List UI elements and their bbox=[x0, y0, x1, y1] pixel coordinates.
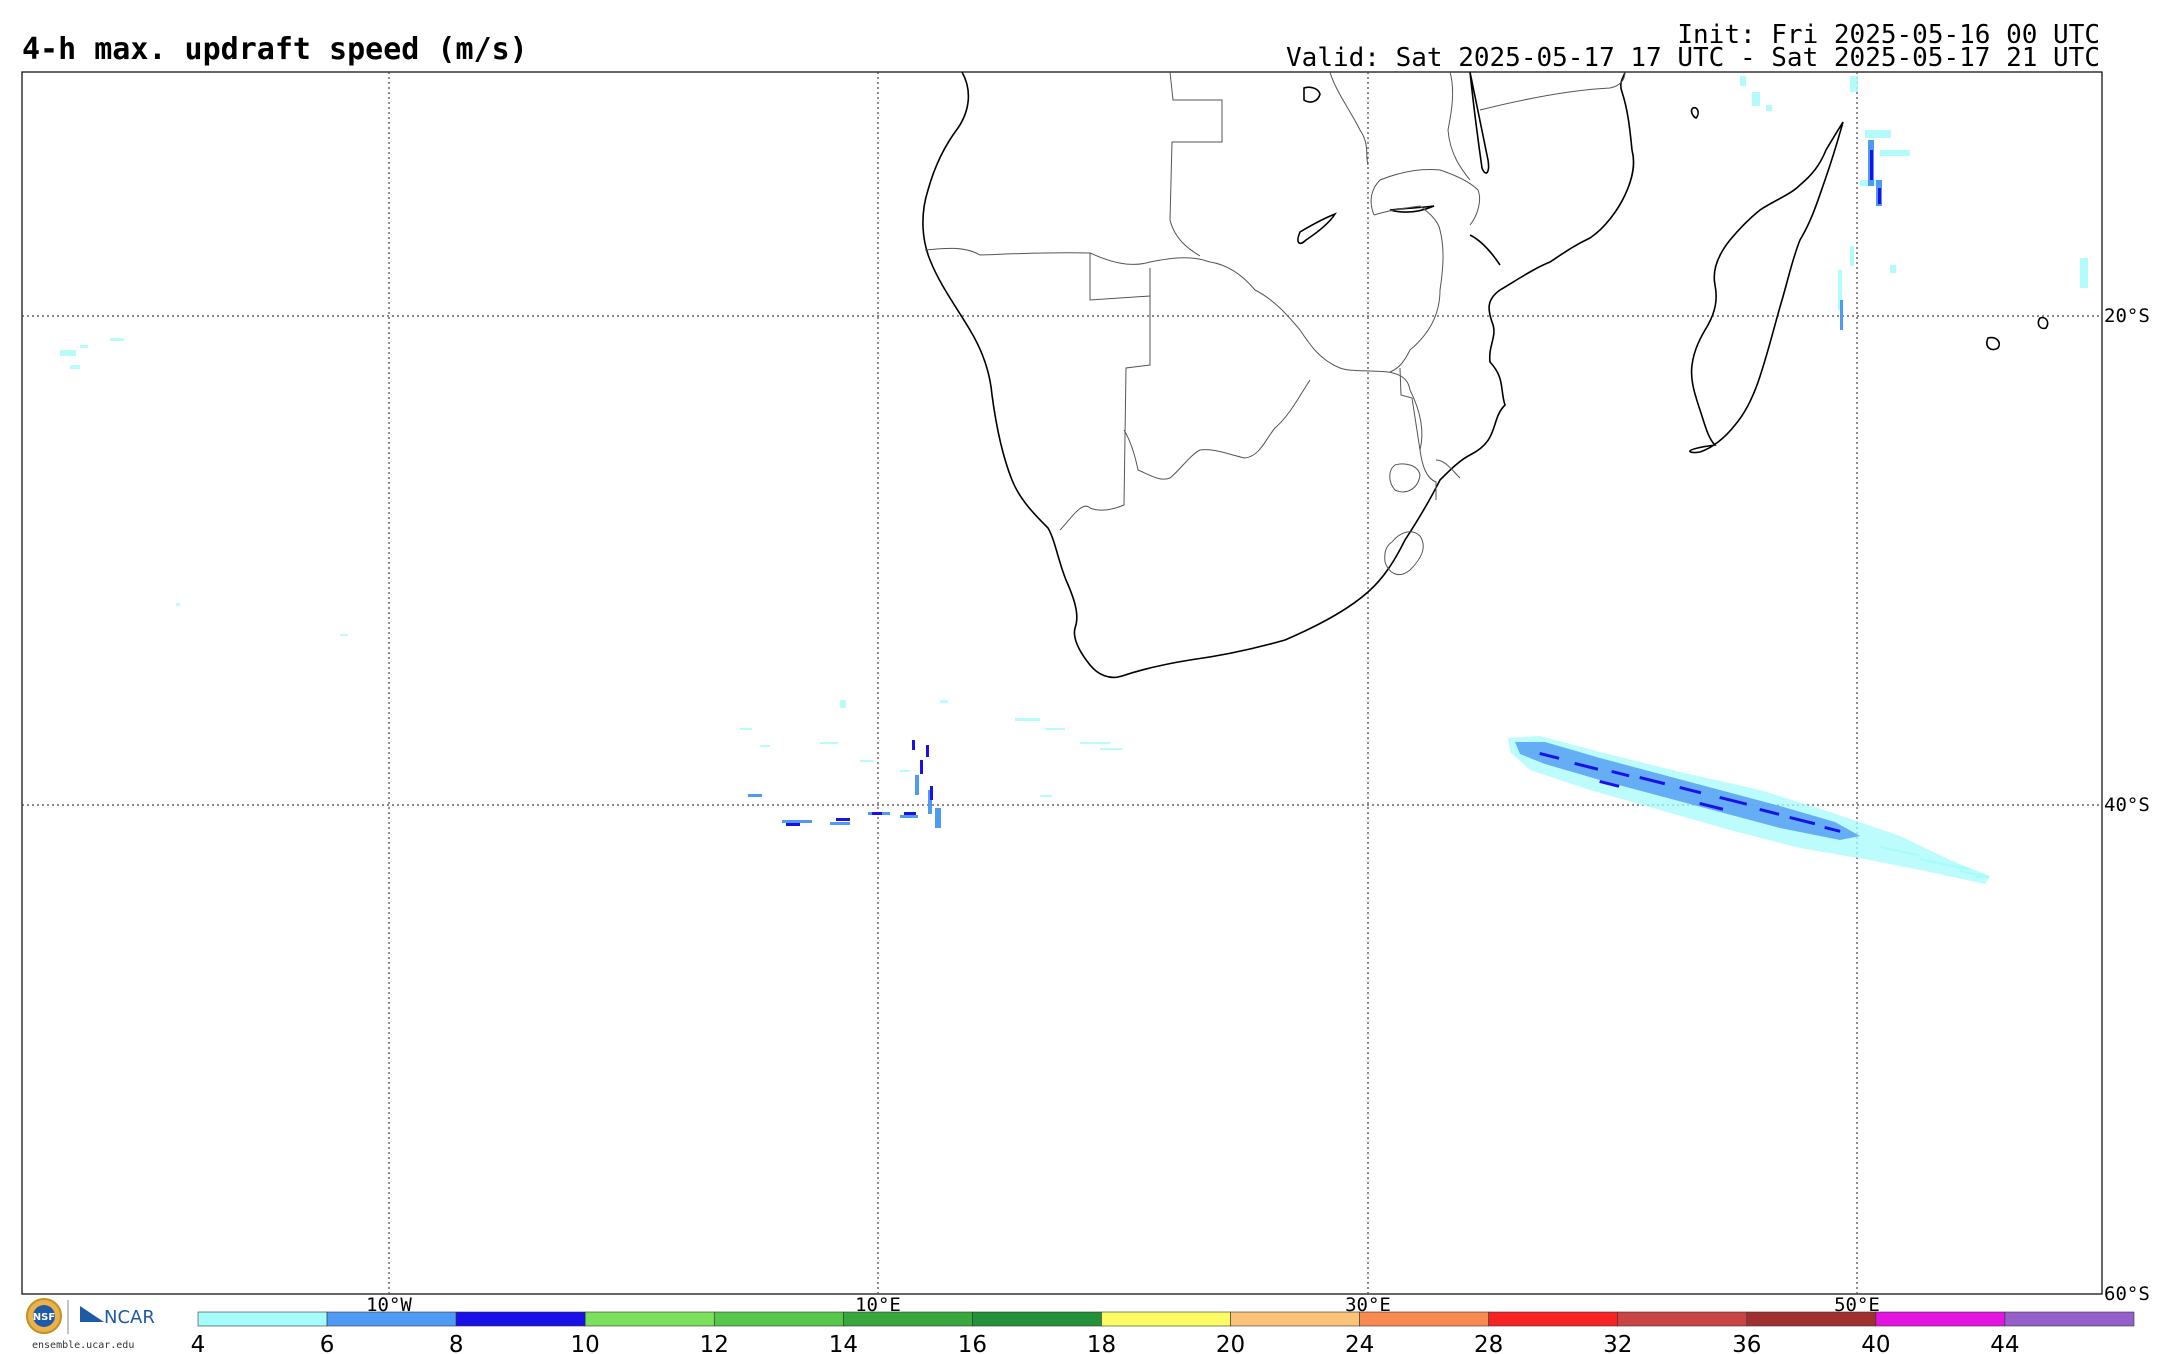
colorbar-tick-label: 12 bbox=[700, 1332, 729, 1354]
colorbar-swatch bbox=[1488, 1311, 1619, 1327]
colorbar-swatch bbox=[1746, 1311, 1877, 1327]
svg-text:NCAR: NCAR bbox=[104, 1307, 155, 1328]
lon-label-30e: 30°E bbox=[1345, 1294, 1391, 1316]
svg-text:NSF: NSF bbox=[33, 1312, 55, 1323]
nsf-logo: NSF bbox=[26, 1298, 62, 1334]
colorbar-tick-label: 28 bbox=[1474, 1332, 1503, 1354]
init-time: Init: Fri 2025-05-16 00 UTC bbox=[1677, 20, 2100, 50]
colorbar-swatch bbox=[1875, 1311, 2006, 1327]
colorbar-swatch bbox=[2004, 1311, 2135, 1327]
lat-label-20s: 20°S bbox=[2104, 305, 2150, 327]
updraft-cluster-west bbox=[740, 700, 1122, 828]
lon-label-10w: 10°W bbox=[366, 1294, 412, 1316]
colorbar-swatch bbox=[1617, 1311, 1748, 1327]
colorbar-tick-label: 36 bbox=[1732, 1332, 1761, 1354]
colorbar-swatch bbox=[455, 1311, 586, 1327]
colorbar-tick-label: 10 bbox=[571, 1332, 600, 1354]
colorbar-tick-label: 24 bbox=[1345, 1332, 1374, 1354]
colorbar-swatch bbox=[1230, 1311, 1360, 1327]
updraft-streak-east bbox=[1508, 736, 1990, 884]
comoros bbox=[1690, 106, 1699, 119]
country-borders bbox=[924, 71, 1626, 575]
colorbar: 4 6 8 10 12 14 16 18 20 24 28 32 36 40 44 bbox=[191, 1311, 2135, 1354]
colorbar-swatch bbox=[326, 1311, 457, 1327]
reunion bbox=[1986, 336, 2001, 351]
updraft-field bbox=[60, 76, 2088, 884]
lat-label-60s: 60°S bbox=[2104, 1283, 2150, 1305]
lon-label-10e: 10°E bbox=[855, 1294, 901, 1316]
colorbar-tick-label: 40 bbox=[1861, 1332, 1890, 1354]
colorbar-tick-label: 16 bbox=[958, 1332, 987, 1354]
zambezi bbox=[1469, 234, 1501, 266]
lake-malawi bbox=[1469, 71, 1490, 174]
colorbar-swatch bbox=[1101, 1311, 1231, 1327]
coastline bbox=[922, 71, 2049, 679]
map-title: 4-h max. updraft speed (m/s) bbox=[22, 32, 528, 67]
colorbar-swatch bbox=[197, 1311, 328, 1327]
logo-site-text: ensemble.ucar.edu bbox=[32, 1340, 134, 1351]
colorbar-tick-label: 8 bbox=[449, 1332, 464, 1354]
colorbar-tick-label: 44 bbox=[1990, 1332, 2019, 1354]
lon-label-50e: 50°E bbox=[1834, 1294, 1880, 1316]
colorbar-tick-label: 18 bbox=[1087, 1332, 1116, 1354]
graticule bbox=[22, 72, 2102, 1294]
colorbar-tick-label: 14 bbox=[829, 1332, 858, 1354]
colorbar-tick-label: 20 bbox=[1216, 1332, 1245, 1354]
colorbar-swatch bbox=[584, 1311, 715, 1327]
colorbar-swatch bbox=[843, 1311, 973, 1327]
updraft-madagascar bbox=[1740, 76, 2088, 330]
colorbar-swatch bbox=[972, 1311, 1102, 1327]
lake-kariba bbox=[1297, 212, 1337, 245]
madagascar bbox=[1689, 121, 1844, 454]
mauritius bbox=[2037, 316, 2049, 330]
colorbar-swatch bbox=[713, 1311, 844, 1327]
lat-label-40s: 40°S bbox=[2104, 794, 2150, 816]
colorbar-tick-label: 6 bbox=[320, 1332, 335, 1354]
africa-coastline bbox=[922, 71, 1635, 679]
map-frame bbox=[21, 71, 2103, 1295]
lake-victoria bbox=[1303, 86, 1321, 103]
valid-time: Valid: Sat 2025-05-17 17 UTC - Sat 2025-… bbox=[1286, 43, 2100, 73]
colorbar-tick-label: 4 bbox=[191, 1332, 206, 1354]
ncar-logo: NCAR bbox=[80, 1306, 155, 1328]
colorbar-tick-label: 32 bbox=[1603, 1332, 1632, 1354]
updraft-west-speck bbox=[60, 338, 348, 636]
colorbar-swatch bbox=[1359, 1311, 1489, 1327]
